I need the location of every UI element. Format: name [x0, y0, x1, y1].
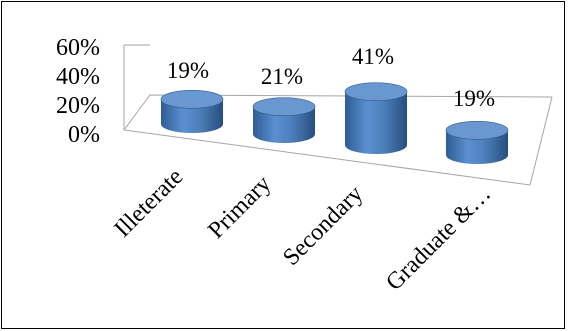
bar-4	[445, 121, 509, 164]
chart-wall-edge	[123, 45, 553, 186]
y-tick-label: 60%	[56, 35, 100, 61]
bar-body	[253, 106, 315, 143]
category-label: Illeterate	[110, 164, 189, 243]
bar-2	[252, 97, 316, 143]
bar-top	[252, 97, 316, 116]
data-label: 41%	[352, 44, 394, 69]
category-label: Secondary	[278, 181, 368, 271]
bar-top	[445, 121, 509, 140]
data-label: 19%	[453, 86, 495, 111]
bar-1	[160, 90, 224, 133]
category-label: Primary	[203, 171, 276, 244]
y-tick-label: 0%	[68, 122, 100, 148]
bar-3	[344, 82, 408, 154]
bar-top	[160, 90, 224, 109]
y-tick-label: 40%	[56, 64, 100, 90]
data-label: 21%	[261, 64, 303, 89]
bar-top	[344, 82, 408, 101]
y-tick-label: 20%	[56, 93, 100, 119]
category-label: Graduate &…	[381, 181, 496, 296]
bar-body	[345, 91, 407, 154]
bars-group	[160, 82, 509, 164]
chart-floor-edge	[123, 94, 553, 131]
data-label: 19%	[167, 58, 209, 83]
bar-body	[161, 99, 223, 133]
bar-body	[446, 130, 508, 164]
